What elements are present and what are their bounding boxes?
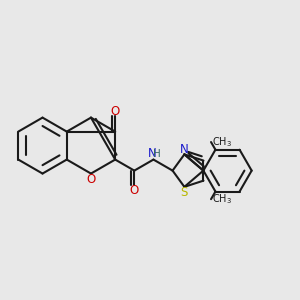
- Text: O: O: [111, 105, 120, 118]
- Text: H: H: [153, 149, 161, 159]
- Text: O: O: [130, 184, 139, 196]
- Text: N: N: [179, 142, 188, 156]
- Text: S: S: [180, 186, 188, 199]
- Text: CH$_3$: CH$_3$: [212, 135, 232, 149]
- Text: N: N: [148, 147, 156, 160]
- Text: CH$_3$: CH$_3$: [212, 192, 232, 206]
- Text: O: O: [86, 173, 96, 186]
